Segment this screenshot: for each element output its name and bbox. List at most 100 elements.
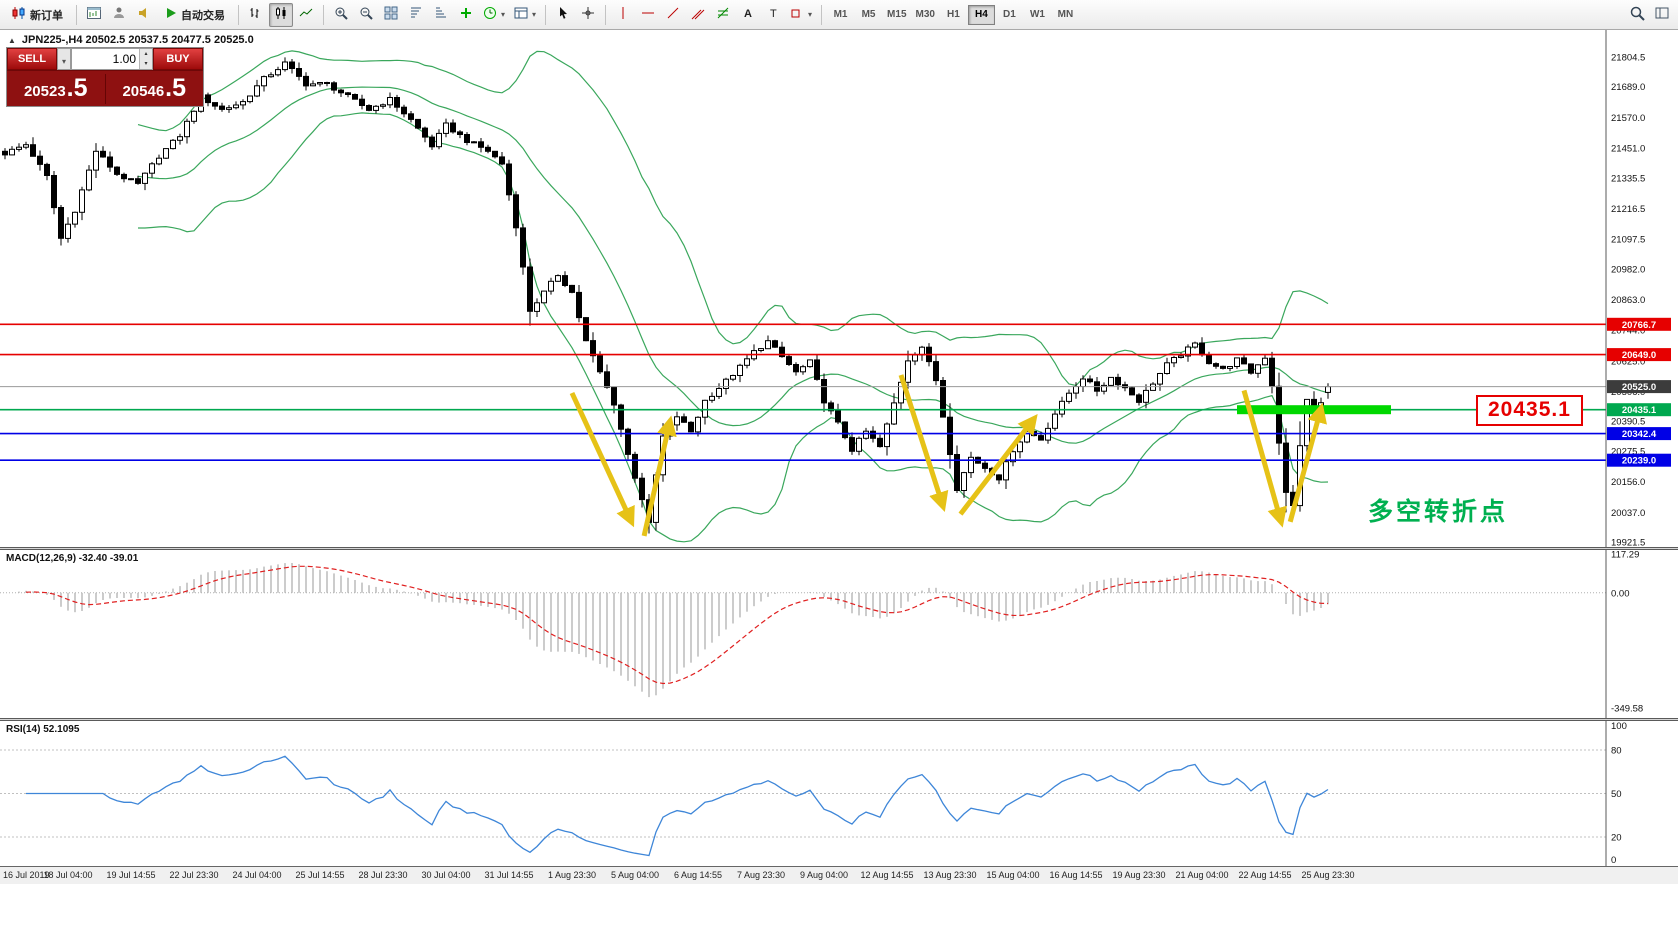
volume-decrease-button[interactable]: ▾ <box>140 59 152 69</box>
line-chart-mode-button[interactable] <box>294 3 318 27</box>
chart-window-button[interactable] <box>82 3 106 27</box>
zoom-in-button[interactable] <box>329 3 353 27</box>
periods-button[interactable]: ▾ <box>479 3 509 27</box>
timeframe-d1[interactable]: D1 <box>996 5 1023 25</box>
chevron-down-icon: ▾ <box>501 10 506 19</box>
alerts-button[interactable] <box>132 3 156 27</box>
panel-splitter-2[interactable] <box>0 718 1678 721</box>
draw-horizontal-line-button[interactable] <box>636 3 660 27</box>
time-label: 25 Aug 23:30 <box>1301 870 1355 880</box>
panel-splitter-1[interactable] <box>0 547 1678 550</box>
time-axis[interactable]: 16 Jul 2019 18 Jul 04:00 19 Jul 14:55 22 Ju… <box>0 866 1678 884</box>
order-options-dropdown[interactable]: ▾ <box>57 48 71 70</box>
timeframe-h1[interactable]: H1 <box>940 5 967 25</box>
layout-button[interactable] <box>1650 3 1674 27</box>
trend-arrow-2[interactable] <box>641 415 677 537</box>
arrange-descending-button[interactable] <box>429 3 453 27</box>
timeframe-mn[interactable]: MN <box>1052 5 1079 25</box>
zoom-out-button[interactable] <box>354 3 378 27</box>
draw-trendline-button[interactable] <box>661 3 685 27</box>
timeframe-m15[interactable]: M15 <box>883 5 910 25</box>
volume-input[interactable] <box>72 49 139 69</box>
rsi-panel[interactable]: 100 80 50 20 0 <box>0 721 1678 866</box>
price-tag <box>1607 380 1671 394</box>
trend-arrow-5[interactable] <box>1241 389 1287 528</box>
svg-text:20239.0: 20239.0 <box>1622 456 1656 467</box>
timeframe-m5[interactable]: M5 <box>855 5 882 25</box>
svg-text:20342.4: 20342.4 <box>1622 429 1657 440</box>
crosshair-button[interactable] <box>576 3 600 27</box>
draw-vertical-line-button[interactable] <box>611 3 635 27</box>
horizontal-line-icon <box>641 6 655 23</box>
time-label: 22 Jul 23:30 <box>169 870 219 880</box>
label-tool-icon: T <box>766 6 780 23</box>
candles[interactable] <box>2 57 1331 534</box>
arrange-descending-icon <box>434 6 448 23</box>
timeframe-h4[interactable]: H4 <box>967 4 995 25</box>
candlestick-mode-button[interactable] <box>269 2 293 27</box>
one-click-collapse-button[interactable]: ▲ <box>8 35 16 45</box>
chevron-down-icon: ▾ <box>808 10 813 19</box>
draw-fibonacci-button[interactable] <box>711 3 735 27</box>
templates-button[interactable]: ▾ <box>510 3 540 27</box>
timeframe-m30[interactable]: M30 <box>912 5 939 25</box>
draw-label-button[interactable]: T <box>761 3 785 27</box>
arrange-ascending-button[interactable] <box>404 3 428 27</box>
timeframe-w1[interactable]: W1 <box>1024 5 1051 25</box>
clock-icon <box>483 6 497 23</box>
price-tick: 20863.0 <box>1611 295 1645 306</box>
macd-axis-tick: 117.29 <box>1611 550 1639 561</box>
profiles-button[interactable] <box>107 3 131 27</box>
price-tick: 20744.0 <box>1611 326 1645 337</box>
tile-windows-button[interactable] <box>379 3 403 27</box>
autotrading-button[interactable]: 自动交易 <box>157 3 233 27</box>
new-order-button[interactable]: 新订单 <box>4 3 71 27</box>
arrange-ascending-icon <box>409 6 423 23</box>
buy-price-display[interactable]: 20546.5 <box>122 74 187 102</box>
search-button[interactable] <box>1625 3 1649 27</box>
shapes-button[interactable]: ▾ <box>786 3 816 27</box>
macd-panel[interactable]: 117.29 0.00 -349.58 <box>0 550 1678 718</box>
toolbar-separator <box>76 4 77 25</box>
price-tick: 21689.0 <box>1611 82 1645 93</box>
toolbar-separator <box>238 4 239 25</box>
time-label: 1 Aug 23:30 <box>547 870 597 880</box>
draw-text-button[interactable]: A <box>736 3 760 27</box>
cursor-icon <box>556 6 570 23</box>
trend-arrow-4[interactable] <box>958 414 1038 516</box>
rsi-axis-tick: 80 <box>1611 746 1622 757</box>
buy-button[interactable]: BUY <box>153 48 203 70</box>
cursor-button[interactable] <box>551 3 575 27</box>
timeframe-m1[interactable]: M1 <box>827 5 854 25</box>
main-chart-canvas[interactable]: 21804.5 21689.0 21570.0 21451.0 21335.5 21216… <box>0 30 1678 547</box>
trend-arrow-3[interactable] <box>898 374 949 513</box>
price-tick: 20390.5 <box>1611 417 1645 428</box>
volume-stepper: ▴ ▾ <box>139 49 152 69</box>
one-click-prices: 20523.5 20546.5 <box>7 70 203 106</box>
rsi-axis-tick: 50 <box>1611 789 1622 800</box>
time-label: 21 Aug 04:00 <box>1175 870 1229 880</box>
trend-arrow-6[interactable] <box>1287 402 1327 523</box>
bollinger-lower <box>138 112 1329 543</box>
turning-point-note[interactable]: 多空转折点 <box>1367 498 1508 526</box>
price-tick: 21451.0 <box>1611 144 1645 155</box>
play-icon <box>165 7 177 22</box>
layout-icon <box>1655 6 1669 23</box>
bar-chart-mode-button[interactable] <box>244 3 268 27</box>
template-icon <box>514 6 528 23</box>
zoom-in-icon <box>334 6 348 23</box>
zoom-out-icon <box>359 6 373 23</box>
price-tick: 20037.0 <box>1611 508 1645 519</box>
price-tag <box>1607 403 1671 417</box>
text-tool-icon: A <box>741 6 755 23</box>
time-label: 6 Aug 14:55 <box>673 870 723 880</box>
indicators-button[interactable] <box>454 3 478 27</box>
sell-button[interactable]: SELL <box>7 48 57 70</box>
volume-increase-button[interactable]: ▴ <box>140 49 152 59</box>
bar-chart-icon <box>249 6 263 23</box>
support-highlight-bar[interactable] <box>1237 405 1391 415</box>
draw-channel-button[interactable] <box>686 3 710 27</box>
trend-arrow-1[interactable] <box>569 391 635 528</box>
support-price-label[interactable]: 20435.1 <box>1476 395 1583 426</box>
sell-price-display[interactable]: 20523.5 <box>23 74 88 102</box>
